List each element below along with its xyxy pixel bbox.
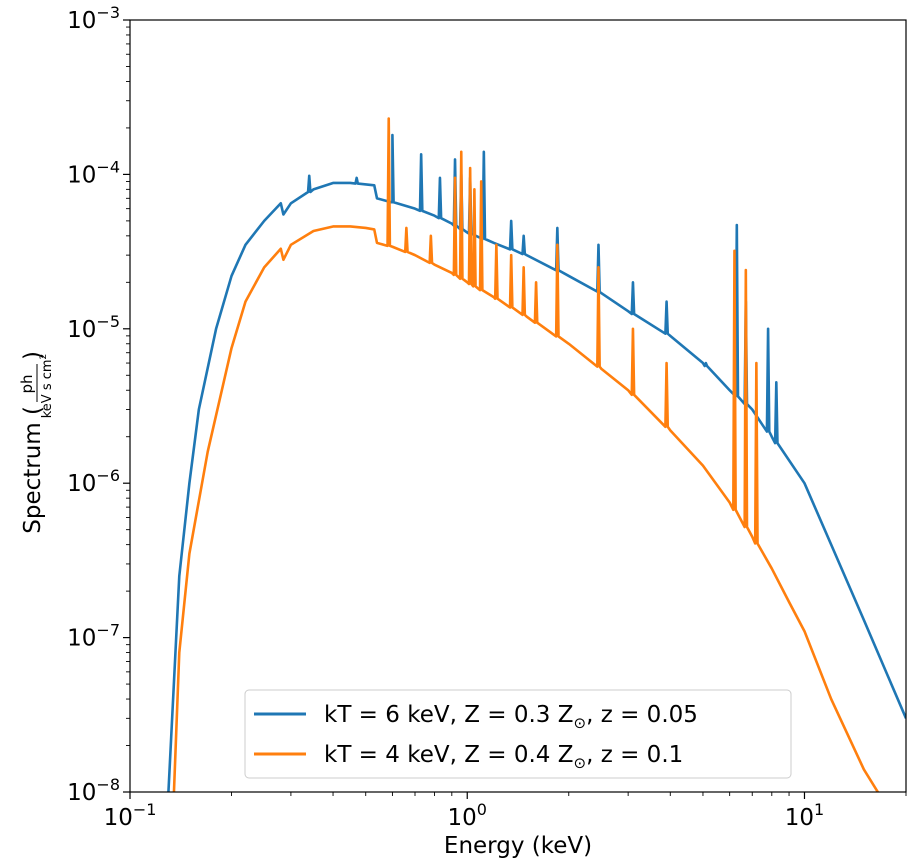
y-axis-label-main: Spectrum ( — [20, 406, 46, 534]
series-line-1 — [172, 117, 879, 792]
y-axis-label-denominator: keV s cm — [40, 359, 55, 418]
legend: kT = 6 keV, Z = 0.3 Z⊙, z = 0.05 kT = 4 … — [244, 689, 792, 779]
y-tick-label: 10−3 — [67, 3, 120, 34]
svg-text:Spectrum (: Spectrum ( — [20, 406, 46, 534]
y-tick-label: 10−5 — [67, 312, 120, 343]
x-tick-label: 101 — [785, 800, 824, 831]
legend-label-4kev: kT = 4 keV, Z = 0.4 Z⊙, z = 0.1 — [324, 742, 683, 772]
plot-background — [130, 20, 906, 792]
x-axis-label: Energy (keV) — [444, 833, 592, 859]
y-axis-label-numerator: ph — [18, 374, 36, 393]
series-line-0 — [167, 133, 906, 792]
plot-frame — [129, 19, 907, 793]
svg-text:keV s cm2: keV s cm2 — [39, 354, 55, 419]
y-axis-label-close: ) — [20, 351, 46, 360]
legend-box — [244, 689, 792, 779]
x-tick-label: 100 — [448, 800, 487, 831]
legend-label-6kev: kT = 6 keV, Z = 0.3 Z⊙, z = 0.05 — [324, 702, 698, 732]
y-tick-label: 10−7 — [67, 621, 120, 652]
y-axis-label: Spectrum ( ph keV s cm2 ) — [18, 351, 55, 534]
tick-layer: 10−1 100 101 10−8 10−7 10−6 10−5 10−4 10−3 — [67, 3, 907, 831]
series-layer — [167, 117, 906, 792]
y-tick-label: 10−6 — [67, 466, 120, 497]
x-tick-label: 10−1 — [104, 800, 157, 831]
y-tick-label: 10−4 — [67, 157, 120, 188]
y-tick-label: 10−8 — [67, 775, 120, 806]
y-axis-label-denominator-sup: 2 — [39, 354, 49, 360]
